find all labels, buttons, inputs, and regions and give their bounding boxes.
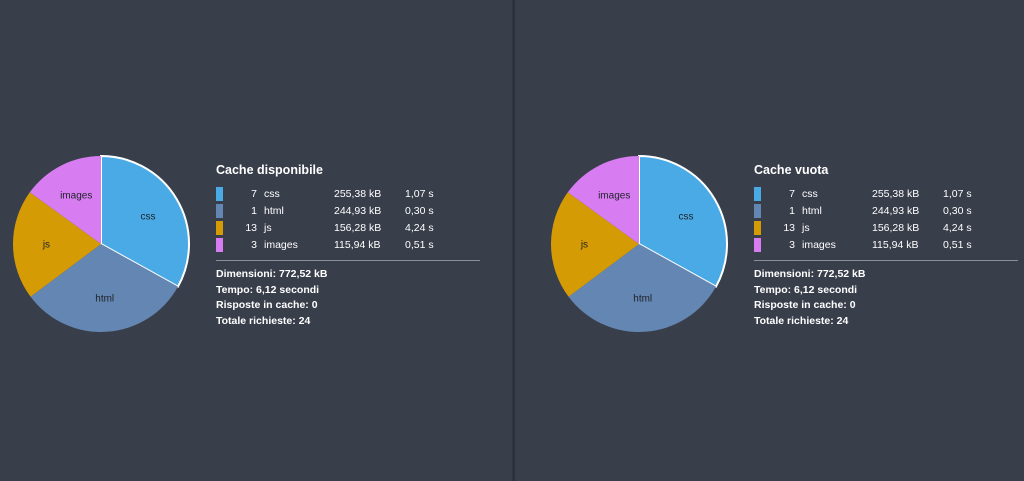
legend-size: 255,38 kB <box>334 188 382 200</box>
separator-line <box>754 260 1018 261</box>
legend-count: 7 <box>251 188 257 200</box>
legend-row-images: 3 images 115,94 kB 0,51 s <box>216 237 480 254</box>
legend-swatch <box>754 187 761 201</box>
legend-swatch <box>216 238 223 252</box>
pie-label-css: css <box>679 211 694 222</box>
stats-info: Cache vuota 7 css 255,38 kB 1,07 s 1 htm… <box>754 162 1018 329</box>
pie-slice-images <box>567 156 639 244</box>
summary-cached-responses: Risposte in cache: 0 <box>754 299 856 311</box>
legend-type: css <box>264 188 280 200</box>
pie-label-images: images <box>598 190 630 201</box>
legend-type: images <box>802 239 836 251</box>
summary-total-requests: Totale richieste: 24 <box>754 314 849 327</box>
legend-time: 1,07 s <box>405 188 434 200</box>
legend-time: 4,24 s <box>943 222 972 234</box>
pie-slice-html <box>30 244 178 332</box>
legend-swatch <box>216 204 223 218</box>
legend-type: html <box>802 205 822 217</box>
legend-type: images <box>264 239 298 251</box>
legend: 7 css 255,38 kB 1,07 s 1 html 244,93 kB … <box>754 186 1018 254</box>
legend-count: 7 <box>789 188 795 200</box>
summary: Dimensioni: 772,52 kB Tempo: 6,12 second… <box>216 267 480 329</box>
legend: 7 css 255,38 kB 1,07 s 1 html 244,93 kB … <box>216 186 480 254</box>
legend-time: 4,24 s <box>405 222 434 234</box>
legend-count: 3 <box>789 239 795 251</box>
legend-type: css <box>802 188 818 200</box>
legend-count: 13 <box>783 222 795 234</box>
legend-swatch <box>754 238 761 252</box>
legend-count: 1 <box>789 205 795 217</box>
legend-row-css: 7 css 255,38 kB 1,07 s <box>754 186 1018 203</box>
legend-size: 115,94 kB <box>872 239 919 251</box>
pie-chart: css html js images <box>12 154 190 332</box>
summary-dimensions: Dimensioni: 772,52 kB <box>216 268 328 280</box>
pie-label-html: html <box>633 293 652 304</box>
panel-cache-available: css html js images Cache disponibile 7 css … <box>12 154 480 332</box>
legend-row-js: 13 js 156,28 kB 4,24 s <box>754 220 1018 237</box>
summary-total-requests: Totale richieste: 24 <box>216 314 311 327</box>
legend-time: 0,30 s <box>943 205 972 217</box>
legend-row-images: 3 images 115,94 kB 0,51 s <box>754 237 1018 254</box>
legend-swatch <box>754 204 761 218</box>
legend-time: 0,51 s <box>405 239 434 251</box>
legend-time: 1,07 s <box>943 188 972 200</box>
legend-size: 244,93 kB <box>334 205 382 217</box>
summary-time: Tempo: 6,12 secondi <box>754 283 858 296</box>
pie-label-images: images <box>60 190 92 201</box>
legend-size: 115,94 kB <box>334 239 381 251</box>
legend-size: 156,28 kB <box>334 222 382 234</box>
legend-swatch <box>754 221 761 235</box>
legend-row-css: 7 css 255,38 kB 1,07 s <box>216 186 480 203</box>
pie-chart: css html js images <box>551 154 728 332</box>
legend-type: js <box>802 222 810 234</box>
pie-label-html: html <box>95 293 114 304</box>
legend-swatch <box>216 187 223 201</box>
legend-size: 156,28 kB <box>872 222 920 234</box>
panel-divider[interactable] <box>512 0 515 481</box>
pie-slice-css <box>100 154 190 289</box>
stats-info: Cache disponibile 7 css 255,38 kB 1,07 s… <box>216 162 480 329</box>
legend-size: 255,38 kB <box>872 188 920 200</box>
pie-slice-js <box>551 192 639 297</box>
pie-label-css: css <box>141 211 156 222</box>
legend-time: 0,51 s <box>943 239 972 251</box>
summary: Dimensioni: 772,52 kB Tempo: 6,12 second… <box>754 267 1018 329</box>
pie-label-js: js <box>42 239 50 250</box>
panel-title: Cache disponibile <box>216 163 323 177</box>
legend-row-js: 13 js 156,28 kB 4,24 s <box>216 220 480 237</box>
legend-row-html: 1 html 244,93 kB 0,30 s <box>216 203 480 220</box>
pie-slice-html <box>568 244 716 332</box>
legend-row-html: 1 html 244,93 kB 0,30 s <box>754 203 1018 220</box>
legend-type: js <box>264 222 272 234</box>
legend-count: 1 <box>251 205 257 217</box>
summary-dimensions: Dimensioni: 772,52 kB <box>754 268 866 280</box>
summary-time: Tempo: 6,12 secondi <box>216 283 320 296</box>
pie-slice-images <box>29 156 102 244</box>
panel-cache-empty: css html js images Cache vuota 7 css 255,38… <box>515 0 1024 481</box>
pie-slice-js <box>12 192 101 297</box>
legend-type: html <box>264 205 284 217</box>
legend-count: 13 <box>245 222 257 234</box>
legend-count: 3 <box>251 239 257 251</box>
legend-time: 0,30 s <box>405 205 434 217</box>
legend-size: 244,93 kB <box>872 205 920 217</box>
separator-line <box>216 260 480 261</box>
pie-label-js: js <box>580 239 588 250</box>
legend-swatch <box>216 221 223 235</box>
pie-slice-css <box>638 154 728 289</box>
panel-title: Cache vuota <box>754 163 829 177</box>
summary-cached-responses: Risposte in cache: 0 <box>216 299 318 311</box>
